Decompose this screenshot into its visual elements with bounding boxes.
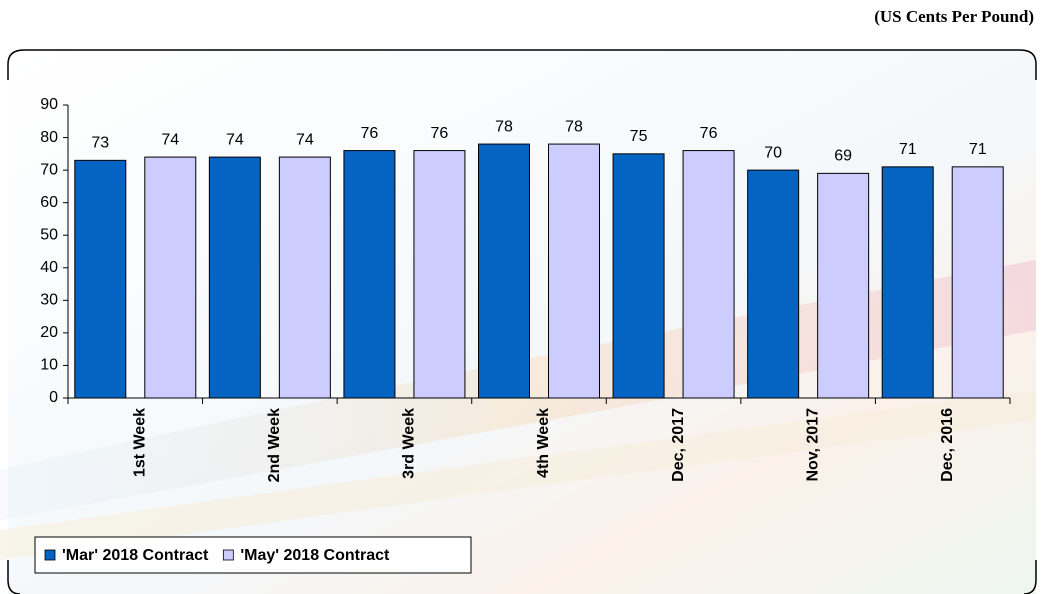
data-label: 71 [899,141,917,158]
data-label: 78 [565,118,583,135]
y-tick-label: 50 [40,226,58,243]
y-tick-label: 30 [40,292,58,309]
bar [413,150,466,399]
y-tick-label: 60 [40,194,58,211]
legend-swatch [44,549,56,561]
x-tick-label: Dec, 2017 [670,408,687,482]
data-label: 74 [296,131,314,148]
data-label: 74 [226,131,244,148]
legend-box [34,536,472,574]
bar [548,143,600,399]
y-tick-label: 20 [40,324,58,341]
data-label: 76 [431,125,449,142]
x-tick-label: 4th Week [535,408,552,478]
bar [478,143,530,399]
y-tick-label: 80 [40,129,58,146]
bar [612,153,665,399]
bar [343,150,396,399]
data-label: 73 [91,135,109,152]
y-tick-label: 70 [40,161,58,178]
bar [817,172,870,399]
y-tick-label: 40 [40,259,58,276]
x-tick-label: 2nd Week [266,408,283,483]
bar [208,156,261,399]
bar [144,156,197,399]
bar [74,159,127,399]
x-tick-label: Dec, 2016 [939,408,956,482]
bar [747,169,800,399]
x-tick-label: 3rd Week [401,408,418,479]
y-tick-label: 90 [40,96,58,113]
y-tick-label: 10 [40,357,58,374]
bar [881,166,934,399]
data-label: 71 [969,141,987,158]
y-tick-label: 0 [49,389,58,406]
x-tick-label: Nov, 2017 [804,408,821,482]
data-label: 69 [834,148,852,165]
data-label: 74 [161,131,179,148]
bar [278,156,331,399]
data-label: 78 [495,118,513,135]
x-tick-label: 1st Week [132,408,149,477]
data-label: 70 [764,144,782,161]
legend-swatch [222,549,234,561]
legend-label: 'May' 2018 Contract [240,547,390,564]
unit-label: (US Cents Per Pound) [874,7,1034,26]
decor [0,390,1036,560]
data-label: 76 [361,125,379,142]
bar [682,150,735,399]
frame-top [7,49,1037,80]
data-label: 75 [630,128,648,145]
data-label: 76 [700,125,718,142]
bar [951,166,1004,399]
legend-label: 'Mar' 2018 Contract [62,547,209,564]
